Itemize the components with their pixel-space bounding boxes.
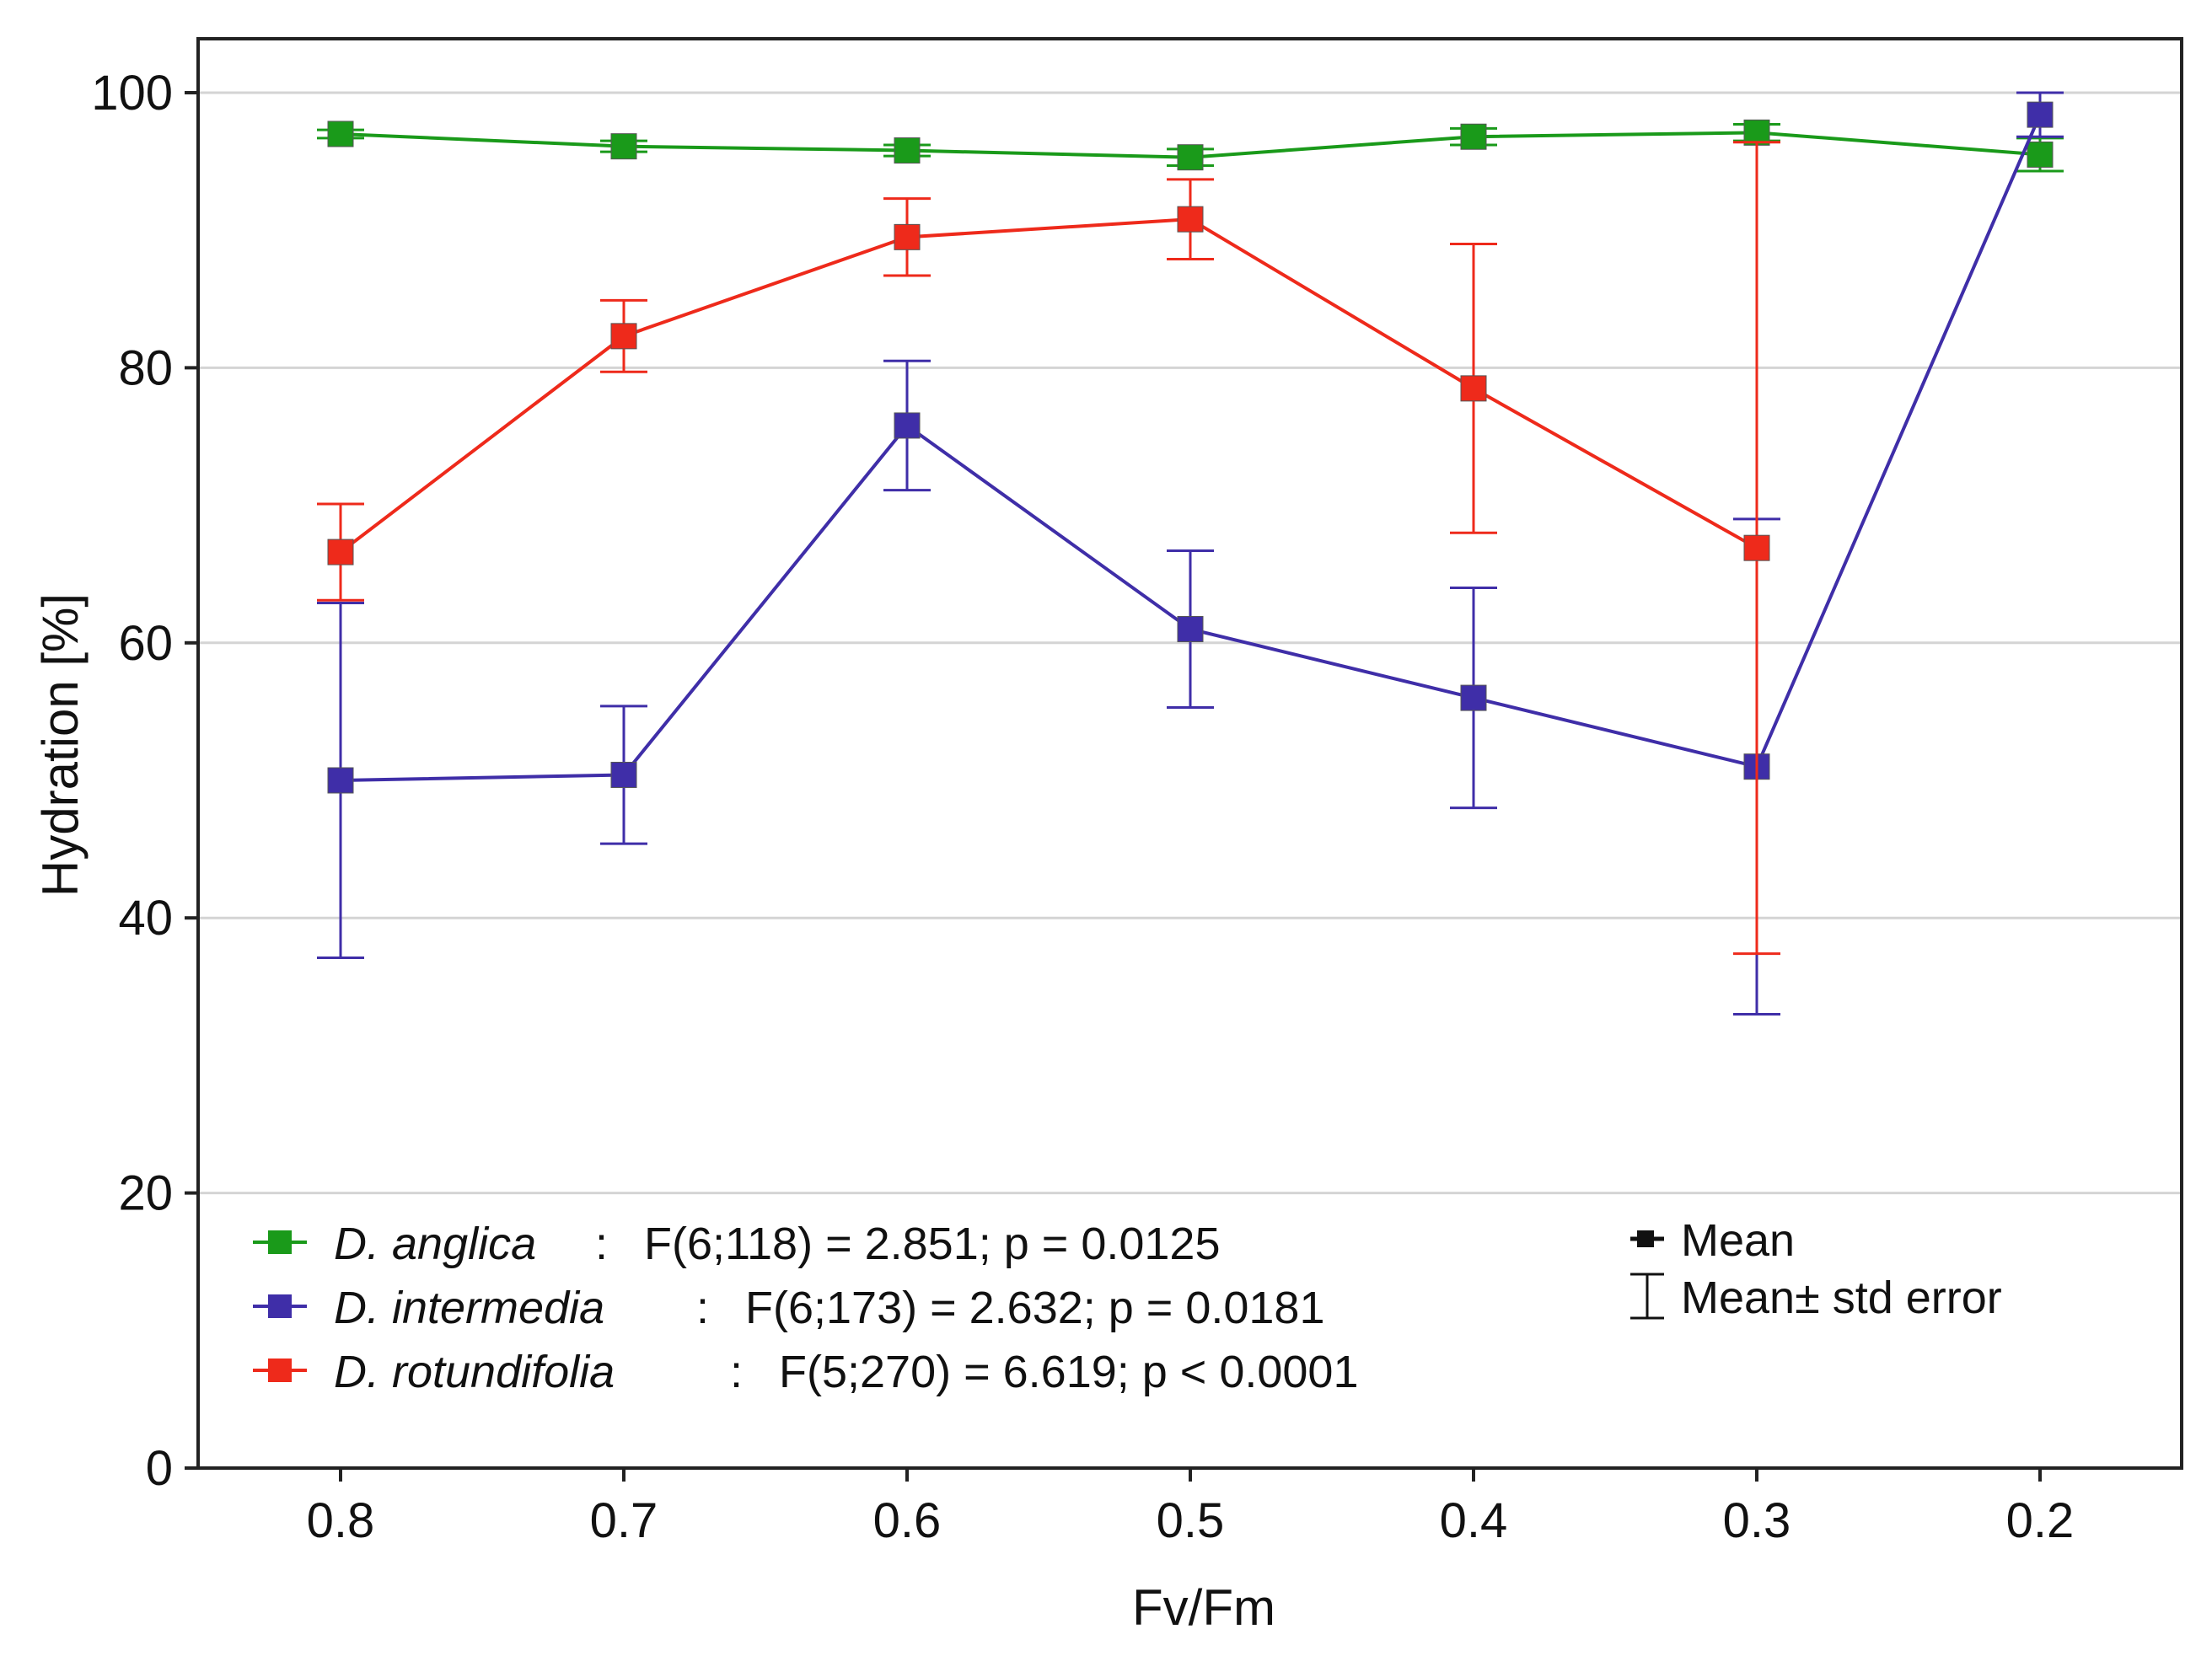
legend-entry-d-anglica: D. anglica: F(6;118) = 2.851; p = 0.0125 bbox=[253, 1219, 1221, 1269]
legend-entry-d-intermedia: D. intermedia: F(6;173) = 2.632; p = 0.01… bbox=[253, 1283, 1325, 1333]
y-axis: 0 20 40 60 80 100 bbox=[91, 66, 198, 1496]
data-point bbox=[1460, 684, 1487, 711]
legend-series-name: D. anglica bbox=[334, 1219, 536, 1269]
y-tick-label: 20 bbox=[118, 1166, 173, 1221]
x-tick-label: 0.5 bbox=[1157, 1493, 1225, 1548]
x-tick-label: 0.6 bbox=[873, 1493, 942, 1548]
legend: D. anglica: F(6;118) = 2.851; p = 0.0125D… bbox=[253, 1219, 1359, 1397]
series-line bbox=[339, 217, 1758, 554]
x-axis-title: Fv/Fm bbox=[1132, 1579, 1275, 1636]
y-axis-title: Hydration [%] bbox=[32, 593, 89, 897]
x-tick-label: 0.7 bbox=[590, 1493, 658, 1548]
series-d-rotundifolia bbox=[317, 141, 1780, 956]
data-point bbox=[327, 539, 354, 565]
data-point bbox=[1177, 144, 1204, 171]
y-tick-label: 0 bbox=[146, 1441, 173, 1496]
data-point bbox=[894, 223, 921, 250]
series-layer bbox=[317, 91, 2064, 1016]
x-tick-label: 0.3 bbox=[1723, 1493, 1791, 1548]
data-point bbox=[2027, 101, 2054, 128]
legend-entry-d-rotundifolia: D. rotundifolia: F(5;270) = 6.619; p < 0.… bbox=[253, 1347, 1359, 1397]
data-point bbox=[327, 121, 354, 147]
legend-series-stat: F(6;173) = 2.632; p = 0.0181 bbox=[745, 1283, 1325, 1333]
y-tick-label: 60 bbox=[118, 616, 173, 671]
legend-swatch-marker bbox=[268, 1358, 292, 1382]
data-point bbox=[2027, 141, 2054, 168]
y-tick-label: 80 bbox=[118, 340, 173, 395]
data-point bbox=[894, 137, 921, 164]
legend-swatch-marker bbox=[268, 1294, 292, 1318]
data-point bbox=[610, 133, 637, 160]
legend-colon: : bbox=[595, 1219, 608, 1269]
legend-swatch-marker bbox=[268, 1230, 292, 1254]
series-d-anglica bbox=[317, 119, 2064, 173]
legend-series-stat: F(5;270) = 6.619; p < 0.0001 bbox=[779, 1347, 1359, 1397]
legend-colon: : bbox=[696, 1283, 709, 1333]
legend-series-stat: F(6;118) = 2.851; p = 0.0125 bbox=[644, 1219, 1221, 1269]
stats-legend: Mean Mean± std error bbox=[1630, 1215, 2002, 1323]
x-tick-label: 0.4 bbox=[1440, 1493, 1508, 1548]
data-point bbox=[610, 323, 637, 350]
y-tick-label: 40 bbox=[118, 891, 173, 946]
x-tick-label: 0.2 bbox=[2006, 1493, 2075, 1548]
mean-legend-label: Mean bbox=[1681, 1215, 1795, 1266]
data-point bbox=[1460, 123, 1487, 150]
legend-colon: : bbox=[730, 1347, 743, 1397]
data-point bbox=[1743, 534, 1770, 561]
x-axis: 0.8 0.7 0.6 0.5 0.4 0.3 0.2 bbox=[307, 1468, 2075, 1548]
y-tick-label: 100 bbox=[91, 66, 173, 121]
data-point bbox=[1177, 206, 1204, 233]
data-point bbox=[894, 412, 921, 439]
mean-legend-marker bbox=[1637, 1230, 1654, 1247]
error-legend-label: Mean± std error bbox=[1681, 1273, 2002, 1323]
data-point bbox=[327, 767, 354, 794]
data-point bbox=[1460, 375, 1487, 402]
data-point bbox=[610, 761, 637, 788]
data-point bbox=[1177, 615, 1204, 642]
legend-series-name: D. intermedia bbox=[334, 1283, 604, 1333]
x-tick-label: 0.8 bbox=[307, 1493, 375, 1548]
legend-series-name: D. rotundifolia bbox=[334, 1347, 615, 1397]
